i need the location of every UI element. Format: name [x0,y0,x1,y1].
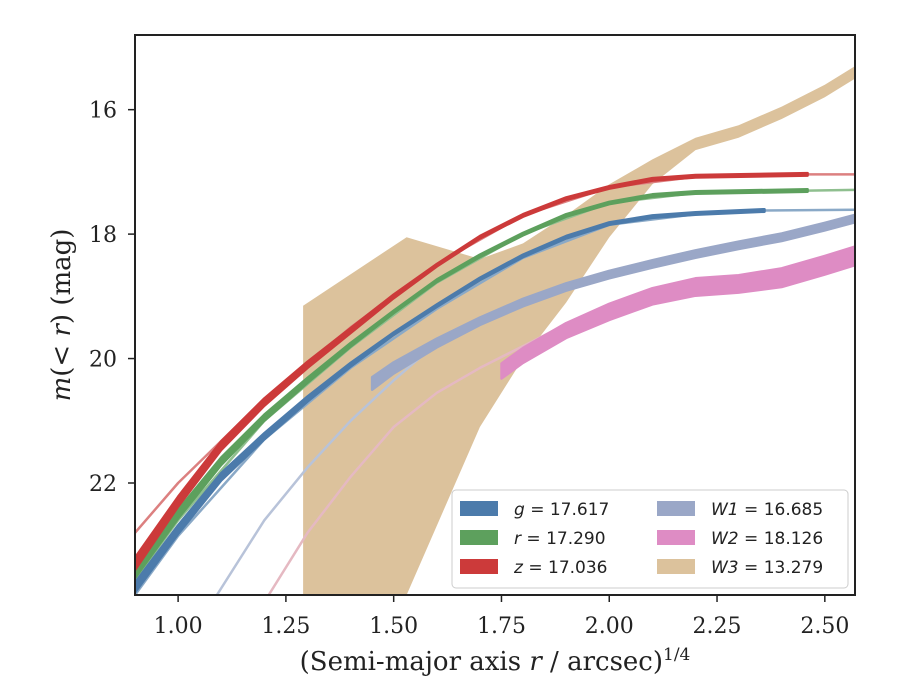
legend-label-w3: W3 = 13.279 [711,558,823,578]
legend-label-z: z = 17.036 [513,558,607,578]
x-tick-label: 1.50 [369,614,418,639]
legend-swatch-r [460,530,498,545]
legend-box [451,489,849,589]
y-axis-title: m(< r) (mag) [47,229,77,402]
legend-swatch-z [460,559,498,574]
legend-swatch-w1 [657,501,695,516]
plot-frame [134,34,856,596]
legend-swatch-w2 [657,530,695,545]
y-tick-label: 20 [89,348,117,373]
legend-label-g: g = 17.617 [514,500,609,520]
y-tick-label: 22 [89,472,117,497]
x-tick-label: 1.00 [154,614,203,639]
x-tick-label: 2.50 [800,614,849,639]
profile-w1 [370,213,855,391]
legend-swatch-g [460,501,498,516]
x-tick-label: 2.25 [693,614,742,639]
x-axis-title: (Semi-major axis r / arcsec)1/4 [300,645,691,677]
legend-swatch-w3 [657,559,695,574]
x-tick-label: 2.00 [585,614,634,639]
y-tick-label: 16 [89,99,117,124]
profile-z [135,171,809,572]
profile-g [135,207,766,594]
legend-label-r: r = 17.290 [514,529,606,549]
plot-area [135,66,855,595]
y-axis: 16 18 20 22 [89,99,135,497]
legend-label-w2: W2 = 18.126 [711,529,823,549]
profile-w2 [500,245,855,380]
x-axis: 1.00 1.25 1.50 1.75 2.00 2.25 2.50 [154,595,849,639]
x-tick-label: 1.75 [477,614,526,639]
legend-label-w1: W1 = 16.685 [711,500,823,520]
profile-r [135,188,809,580]
y-tick-label: 18 [89,223,117,248]
legend: g = 17.617 r = 17.290 z = 17.036 W1 = 16… [451,489,849,589]
band-w3 [303,66,855,595]
x-tick-label: 1.25 [261,614,310,639]
